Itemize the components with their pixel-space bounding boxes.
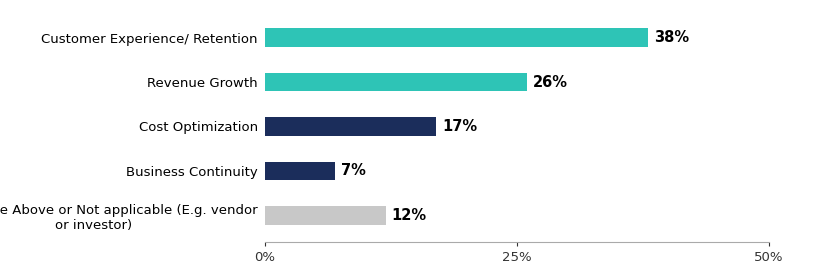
Bar bbox=[265, 28, 648, 47]
Bar bbox=[265, 162, 335, 180]
Text: 12%: 12% bbox=[392, 208, 427, 223]
Bar bbox=[265, 206, 385, 225]
Text: 17%: 17% bbox=[442, 119, 477, 134]
Bar bbox=[265, 73, 527, 91]
Text: 7%: 7% bbox=[342, 163, 366, 178]
Text: 38%: 38% bbox=[654, 30, 689, 45]
Bar bbox=[265, 117, 436, 136]
Text: 26%: 26% bbox=[533, 75, 568, 90]
